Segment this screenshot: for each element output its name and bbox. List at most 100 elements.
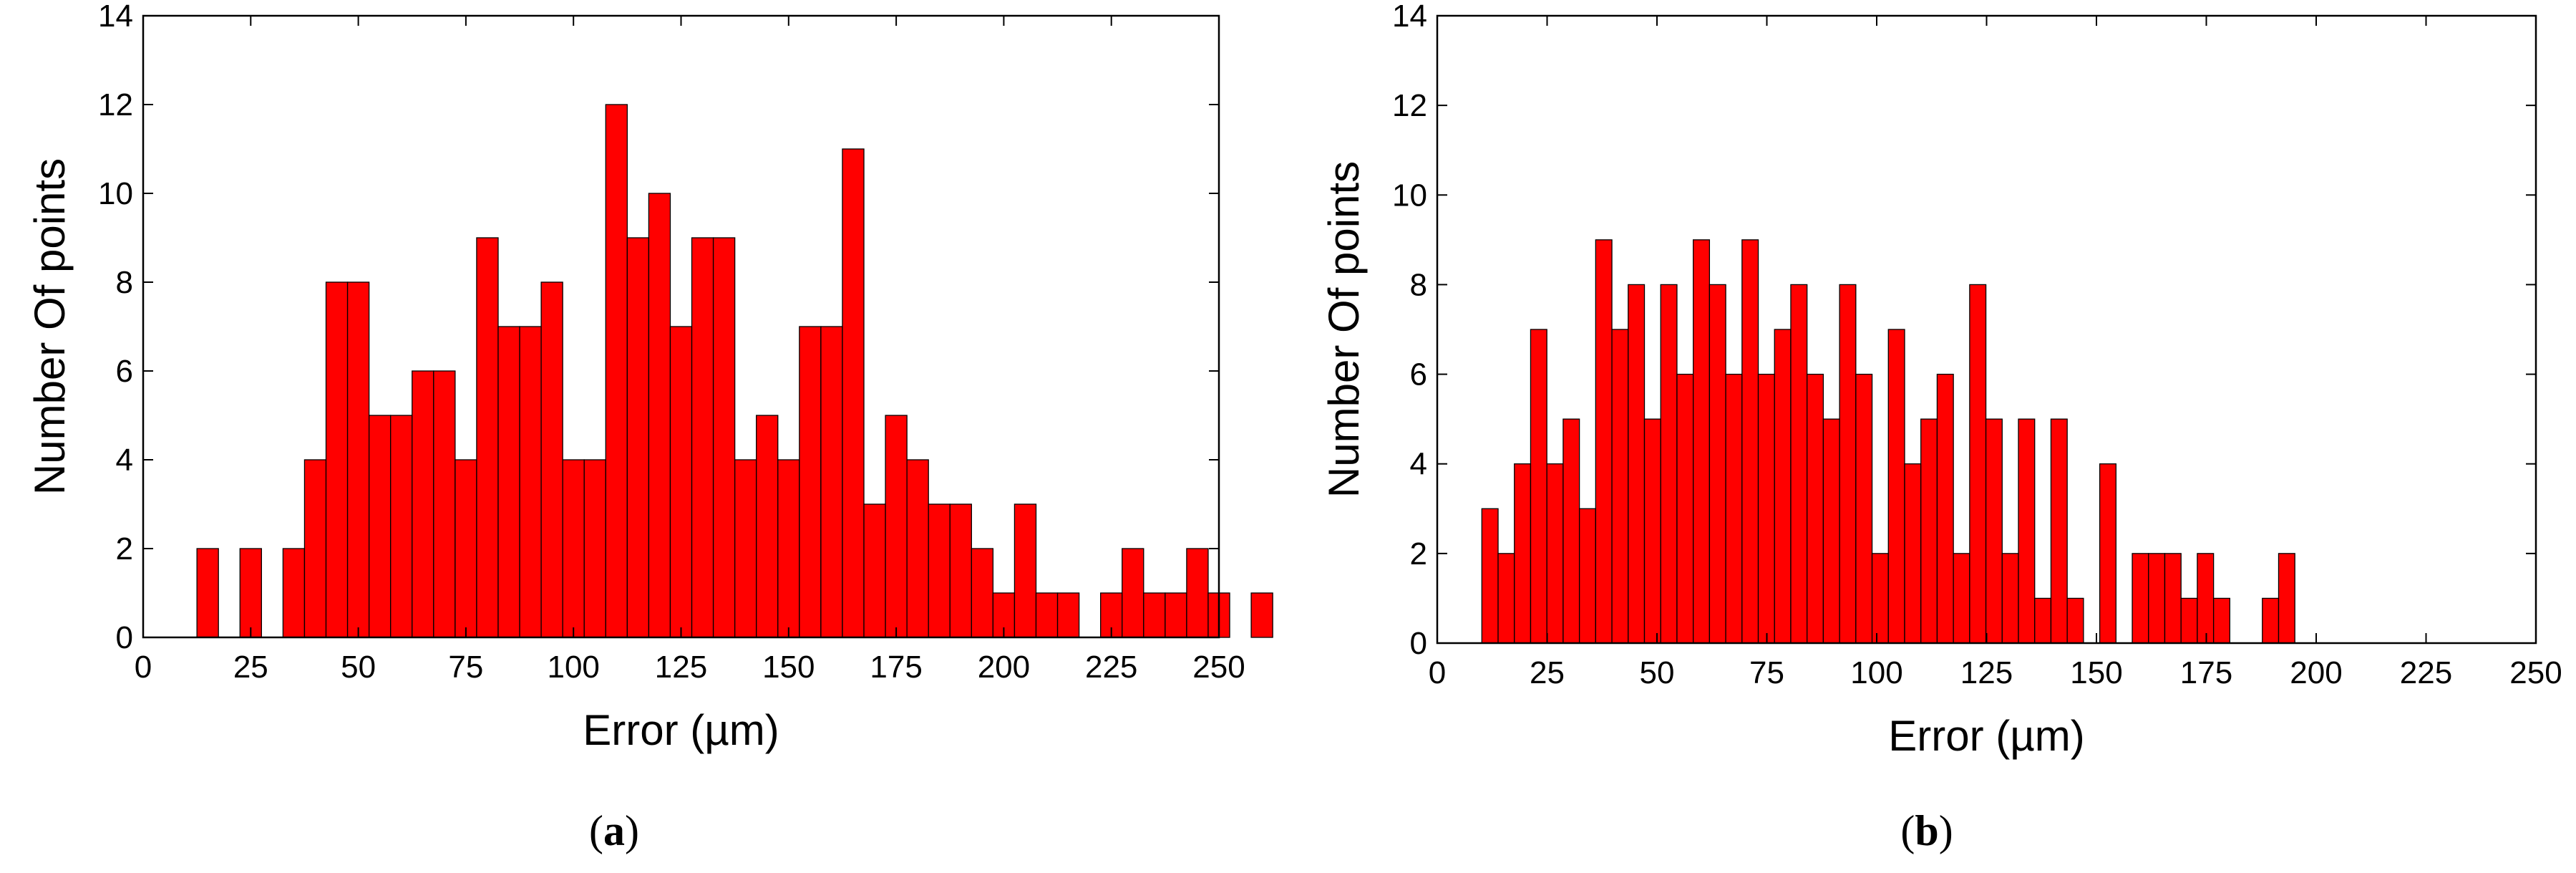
histogram-bar (1709, 284, 1726, 644)
histogram-bar (1056, 592, 1080, 638)
histogram-panel-b: 0 25 50 75 100 125 150 175 200 225 250 0 2 4 6 8 10 12 14 E… (1320, 0, 2562, 854)
histogram-bar (390, 415, 413, 638)
x-axis-label: Error (µm) (1888, 712, 2085, 760)
histogram-bar (691, 237, 714, 638)
histogram-bar (799, 326, 822, 638)
y-axis-label: Number Of points (26, 158, 74, 495)
histogram-bar (583, 459, 606, 638)
histogram-bar (2164, 553, 2182, 644)
bars (196, 104, 1273, 638)
x-tick-label: 250 (1192, 650, 1245, 685)
y-tick-label: 14 (1392, 0, 1427, 34)
histogram-bar (1165, 592, 1187, 638)
histogram-bar (863, 503, 886, 638)
histogram-bar (2034, 597, 2052, 644)
x-axis-label: Error (µm) (583, 706, 779, 754)
y-tick-label: 2 (1410, 536, 1427, 571)
histogram-bar (325, 281, 349, 638)
histogram-bar (1186, 548, 1209, 638)
histogram-bar (412, 370, 434, 638)
histogram-panel-a: 0 25 50 75 100 125 150 175 200 225 250 0 2 4 6 8 10 12 14 E… (26, 0, 1273, 854)
histogram-bar (2050, 418, 2068, 644)
y-axis: 0 2 4 6 8 10 12 14 (98, 0, 1219, 655)
histogram-bar (540, 281, 563, 638)
y-tick-label: 2 (116, 531, 133, 566)
y-tick-label: 6 (1410, 357, 1427, 392)
histogram-bar (820, 326, 843, 638)
histogram-bar (303, 459, 327, 638)
y-tick-label: 12 (1392, 88, 1427, 123)
histogram-bar (476, 237, 499, 638)
histogram-bar (1807, 373, 1824, 644)
histogram-bar (1985, 418, 2003, 644)
histogram-bar (734, 459, 757, 638)
histogram-bar (1611, 329, 1629, 644)
histogram-bar (906, 459, 929, 638)
histogram-bar (1676, 373, 1694, 644)
histogram-bar (669, 326, 693, 638)
y-axis: 0 2 4 6 8 10 12 14 (1392, 0, 2536, 661)
histogram-bar (2001, 553, 2019, 644)
histogram-bar (777, 459, 800, 638)
x-tick-label: 225 (2400, 655, 2452, 690)
panel-label-close-paren: ) (625, 807, 639, 854)
histogram-bar (1546, 463, 1564, 644)
panel-label: (a) (589, 807, 639, 854)
histogram-bar (1497, 553, 1515, 644)
x-axis: 0 25 50 75 100 125 150 175 200 225 250 (135, 16, 1245, 685)
x-tick-label: 175 (2180, 655, 2232, 690)
histogram-bar (1936, 373, 1954, 644)
x-axis: 0 25 50 75 100 125 150 175 200 225 250 (1429, 16, 2562, 690)
y-tick-label: 10 (98, 176, 133, 211)
x-tick-label: 150 (2070, 655, 2122, 690)
histogram-bar (562, 459, 585, 638)
histogram-bar (1595, 239, 1613, 644)
histogram-bar (455, 459, 477, 638)
histogram-bar (971, 548, 994, 638)
histogram-bar (885, 415, 908, 638)
histogram-bar (1904, 463, 1922, 644)
histogram-bar (949, 503, 972, 638)
histogram-bar (626, 237, 650, 638)
x-tick-label: 150 (762, 650, 815, 685)
y-tick-label: 8 (116, 265, 133, 300)
panel-label-letter: b (1915, 807, 1938, 854)
x-tick-label: 125 (1960, 655, 2013, 690)
histogram-bar (239, 548, 262, 638)
panel-label-letter: a (603, 807, 625, 854)
y-axis-label: Number Of points (1320, 161, 1368, 498)
histogram-bar (1790, 284, 1808, 644)
histogram-bar (1481, 508, 1499, 644)
histogram-bar (2018, 418, 2036, 644)
histogram-bar (346, 281, 370, 638)
histogram-bar (1578, 508, 1596, 644)
histogram-bar (1014, 503, 1037, 638)
y-tick-label: 6 (116, 354, 133, 389)
x-tick-label: 50 (341, 650, 376, 685)
histogram-bar (928, 503, 951, 638)
x-tick-label: 200 (978, 650, 1030, 685)
histogram-bar (1725, 373, 1743, 644)
histogram-bar (2262, 597, 2280, 644)
histogram-bar (712, 237, 736, 638)
histogram-bar (1514, 463, 1532, 644)
bars (1481, 239, 2295, 644)
x-tick-label: 100 (1850, 655, 1902, 690)
y-tick-label: 4 (1410, 447, 1427, 482)
histogram-bar (1660, 284, 1678, 644)
y-tick-label: 4 (116, 443, 133, 478)
histogram-bar (2099, 463, 2116, 644)
x-tick-label: 100 (547, 650, 599, 685)
histogram-bar (1643, 418, 1661, 644)
histogram-bar (1855, 373, 1873, 644)
histogram-bar (1122, 548, 1144, 638)
panel-label-open-paren: ( (589, 807, 603, 854)
histogram-bar (1741, 239, 1759, 644)
histogram-bar (1969, 284, 1987, 644)
histogram-bar (368, 415, 392, 638)
y-tick-label: 8 (1410, 267, 1427, 302)
x-tick-label: 50 (1640, 655, 1675, 690)
y-tick-label: 0 (116, 620, 133, 655)
y-tick-label: 0 (1410, 626, 1427, 661)
